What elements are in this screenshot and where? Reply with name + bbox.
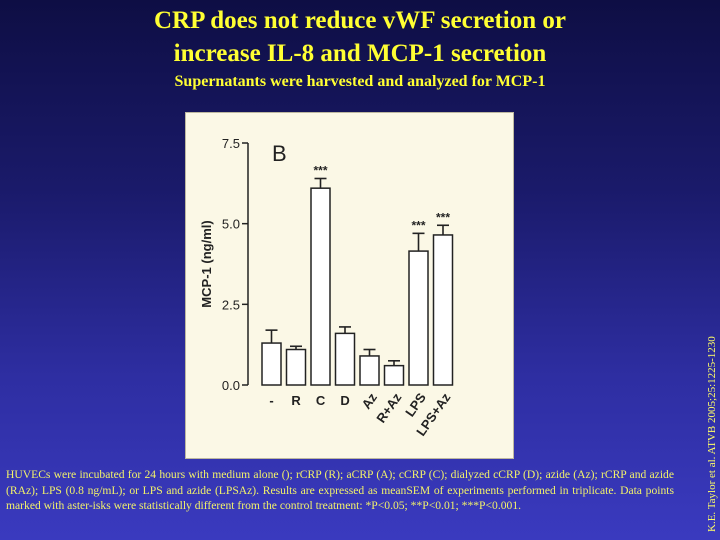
x-tick-label: R+Az [373,390,404,426]
x-tick-label: Az [359,390,381,412]
significance-label: *** [436,210,450,224]
y-tick-label: 7.5 [222,136,240,151]
bar [359,355,380,386]
bar [310,187,331,386]
slide-title-line1: CRP does not reduce vWF secretion or [154,7,566,34]
x-tick-label: C [316,393,326,408]
panel-label: B [272,141,287,166]
chart-panel: 0.0 2.5 5.0 7.5 MCP-1 (ng/ml) B - R *** C D Az R+Az *… [185,112,514,459]
y-tick-label: 5.0 [222,217,240,232]
bar [334,332,356,386]
figure-caption: HUVECs were incubated for 24 hours with … [6,468,674,512]
slide-subtitle: Supernatants were harvested and analyzed… [174,73,546,90]
y-axis-label: MCP-1 (ng/ml) [199,220,214,307]
x-tick-label: R [291,393,301,408]
bar [383,364,405,386]
bar [432,234,454,386]
bar [261,342,282,386]
x-tick-label: D [340,393,349,408]
significance-label: *** [313,163,327,177]
bar [408,250,429,386]
citation-text: K.E. Taylor et al. ATVB 2005;25:1225-123… [706,336,718,532]
significance-label: *** [411,218,425,232]
mcp1-bar-chart: 0.0 2.5 5.0 7.5 MCP-1 (ng/ml) B - R *** C D AzR+Az *… [199,136,454,439]
y-tick-label: 2.5 [222,297,240,312]
bar [285,348,307,386]
slide-title-line2: increase IL-8 and MCP-1 secretion [173,40,547,67]
y-tick-label: 0.0 [222,378,240,393]
x-tick-label: - [269,393,273,408]
